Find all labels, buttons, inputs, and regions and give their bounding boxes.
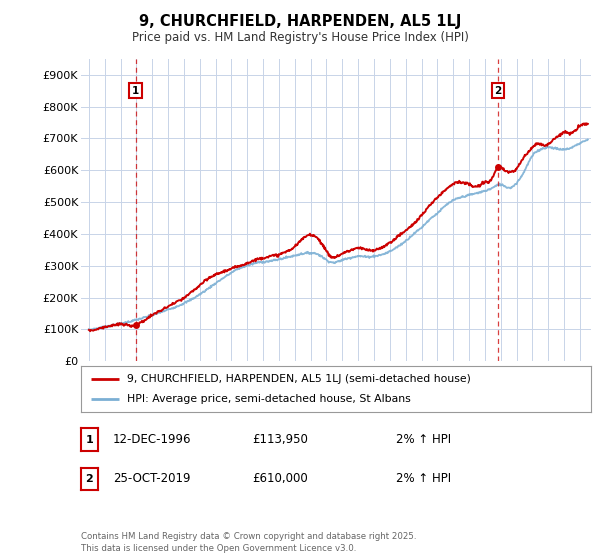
Text: 1: 1 — [132, 86, 139, 96]
Text: 1: 1 — [86, 435, 93, 445]
Text: 2: 2 — [494, 86, 502, 96]
Text: 9, CHURCHFIELD, HARPENDEN, AL5 1LJ (semi-detached house): 9, CHURCHFIELD, HARPENDEN, AL5 1LJ (semi… — [127, 374, 471, 384]
Text: £610,000: £610,000 — [252, 472, 308, 486]
Text: HPI: Average price, semi-detached house, St Albans: HPI: Average price, semi-detached house,… — [127, 394, 410, 404]
Text: 9, CHURCHFIELD, HARPENDEN, AL5 1LJ: 9, CHURCHFIELD, HARPENDEN, AL5 1LJ — [139, 14, 461, 29]
Text: 12-DEC-1996: 12-DEC-1996 — [113, 433, 191, 446]
Text: 2% ↑ HPI: 2% ↑ HPI — [396, 433, 451, 446]
Text: £113,950: £113,950 — [252, 433, 308, 446]
Text: Contains HM Land Registry data © Crown copyright and database right 2025.
This d: Contains HM Land Registry data © Crown c… — [81, 533, 416, 553]
Text: 2% ↑ HPI: 2% ↑ HPI — [396, 472, 451, 486]
Text: Price paid vs. HM Land Registry's House Price Index (HPI): Price paid vs. HM Land Registry's House … — [131, 31, 469, 44]
Text: 25-OCT-2019: 25-OCT-2019 — [113, 472, 190, 486]
Text: 2: 2 — [86, 474, 93, 484]
